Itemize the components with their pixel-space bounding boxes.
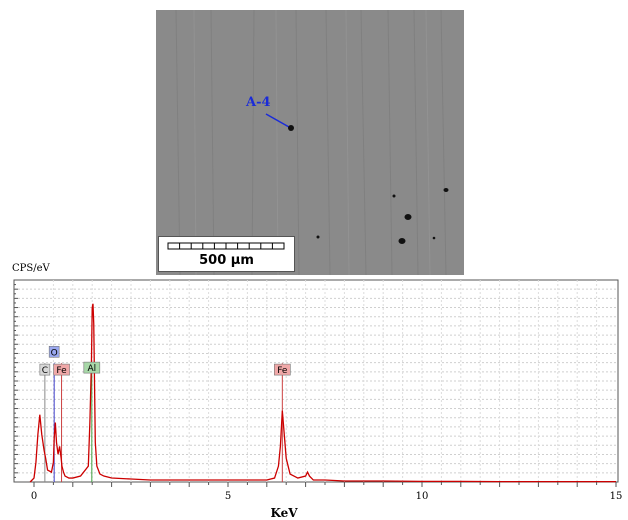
pore	[404, 214, 412, 220]
spectrum-line	[29, 303, 616, 483]
scale-bar-label: 500 µm	[199, 253, 254, 268]
peak-label: Al	[87, 364, 96, 374]
pore	[443, 188, 449, 192]
site-label: A-4	[246, 95, 271, 110]
pore	[432, 236, 436, 240]
x-tick-label: 5	[225, 491, 231, 502]
scale-bar: 500 µm	[158, 236, 295, 272]
site-marker	[288, 125, 294, 131]
site-arrow	[265, 113, 290, 128]
peak-label-box	[39, 363, 51, 376]
micrograph-texture	[175, 10, 449, 275]
x-tick-label: 0	[31, 491, 37, 502]
sem-micrograph: A-4 500 µm	[156, 10, 464, 275]
pore	[392, 194, 396, 198]
peak-label-box	[274, 363, 291, 376]
peak-label: C	[42, 366, 48, 376]
pore	[398, 238, 406, 244]
peak-label-box	[83, 361, 101, 374]
eds-spectrum-chart: CPS/eV 0 5 10 15 CO Fe Al Fe KeV	[12, 263, 623, 520]
x-axis-label: KeV	[270, 506, 298, 520]
y-axis-label: CPS/eV	[12, 263, 51, 274]
x-tick-label: 15	[610, 491, 623, 502]
peak-label-box	[48, 345, 60, 358]
peak-label: O	[51, 348, 58, 358]
peak-label-box	[53, 363, 70, 376]
x-axis-ticks: 0 5 10 15	[31, 482, 623, 502]
peak-annotations: CO Fe Al Fe	[39, 345, 291, 376]
peak-label: Fe	[56, 366, 67, 376]
peak-label: Fe	[277, 366, 288, 376]
pore	[316, 235, 320, 239]
x-tick-label: 10	[416, 491, 429, 502]
scale-bar-ruler	[167, 242, 285, 250]
y-axis-ticks	[14, 279, 18, 483]
gridlines	[14, 280, 618, 482]
